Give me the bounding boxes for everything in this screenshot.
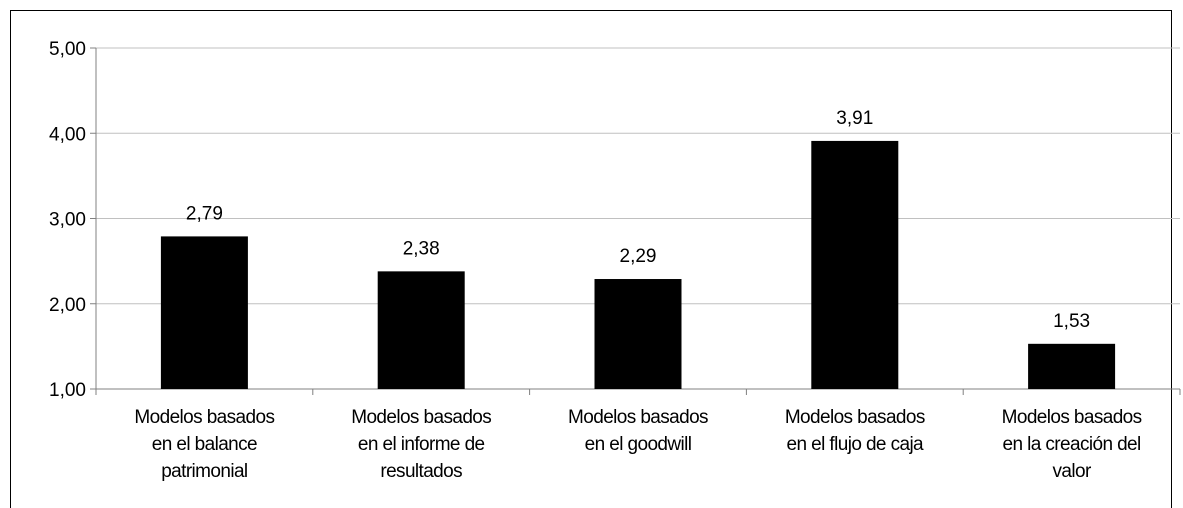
category-label: Modelos basados en el goodwill <box>568 407 708 455</box>
y-tick-label: 5,00 <box>49 39 86 60</box>
data-label: 3,91 <box>836 108 873 129</box>
category-label-line: en el balance <box>152 434 257 455</box>
y-tick-label: 3,00 <box>49 210 86 231</box>
bar <box>160 236 248 389</box>
category-label: Modelos basados en el balance patrimonial <box>134 407 274 482</box>
category-label: Modelos basados en la creación del valor <box>1002 407 1142 482</box>
category-label-line: Modelos basados <box>785 407 925 428</box>
data-label: 2,79 <box>186 203 223 224</box>
bar <box>594 279 682 389</box>
category-label-line: valor <box>1053 461 1092 482</box>
bar <box>1028 343 1116 389</box>
category-label-line: Modelos basados <box>134 407 274 428</box>
category-label-line: Modelos basados <box>568 407 708 428</box>
bar <box>377 271 465 389</box>
y-tick-label: 1,00 <box>49 380 86 401</box>
data-label: 2,29 <box>620 246 657 267</box>
data-label: 1,53 <box>1053 311 1090 332</box>
category-label: Modelos basados en el flujo de caja <box>785 407 925 455</box>
category-label-line: en el goodwill <box>585 434 692 455</box>
y-tick-label: 4,00 <box>49 124 86 145</box>
category-label-line: Modelos basados <box>1002 407 1142 428</box>
data-label: 2,38 <box>403 238 440 259</box>
category-label: Modelos basados en el informe de resultado… <box>351 407 491 482</box>
category-label-line: en el flujo de caja <box>787 434 925 455</box>
category-label-line: Modelos basados <box>351 407 491 428</box>
category-label-line: resultados <box>380 461 462 482</box>
category-label-line: en el informe de <box>358 434 485 455</box>
bar <box>811 140 899 389</box>
category-label-line: en la creación del <box>1003 434 1141 455</box>
y-tick-label: 2,00 <box>49 295 86 316</box>
category-label-line: patrimonial <box>161 461 247 482</box>
